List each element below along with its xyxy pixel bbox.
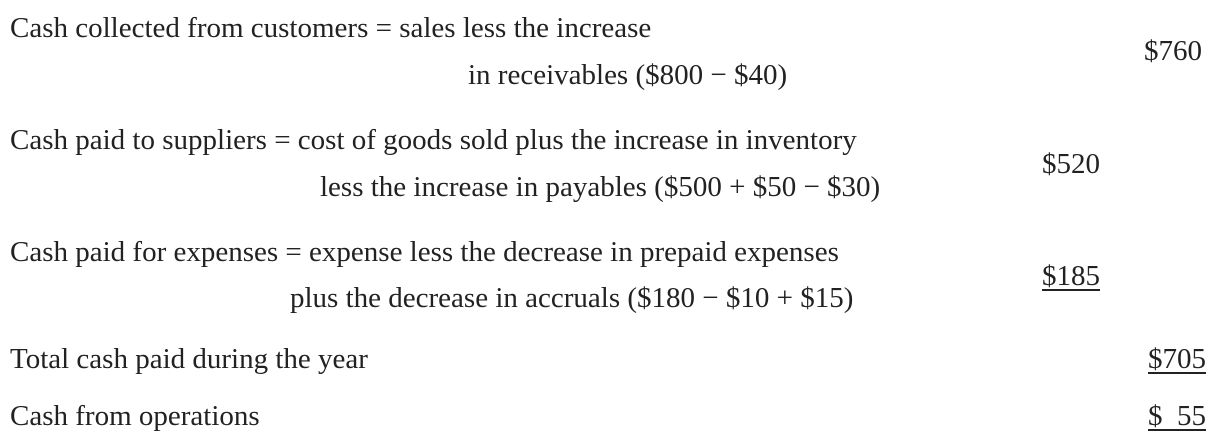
total-paid-label: Total cash paid during the year bbox=[10, 343, 368, 375]
expenses-line-2: plus the decrease in accruals ($180 − $1… bbox=[290, 282, 854, 314]
customers-line-2: in receivables ($800 − $40) bbox=[468, 59, 788, 91]
customers-amount: $760 bbox=[1144, 35, 1202, 67]
expenses-line-1: Cash paid for expenses = expense less th… bbox=[10, 236, 839, 268]
operations-amount: $ 55 bbox=[1148, 400, 1206, 432]
expenses-amount: $185 bbox=[1042, 260, 1100, 292]
total-paid-amount: $705 bbox=[1148, 343, 1206, 375]
customers-line-1: Cash collected from customers = sales le… bbox=[10, 12, 652, 44]
suppliers-amount: $520 bbox=[1042, 148, 1100, 180]
operations-label: Cash from operations bbox=[10, 400, 260, 432]
suppliers-line-2: less the increase in payables ($500 + $5… bbox=[320, 171, 881, 203]
suppliers-line-1: Cash paid to suppliers = cost of goods s… bbox=[10, 124, 857, 156]
